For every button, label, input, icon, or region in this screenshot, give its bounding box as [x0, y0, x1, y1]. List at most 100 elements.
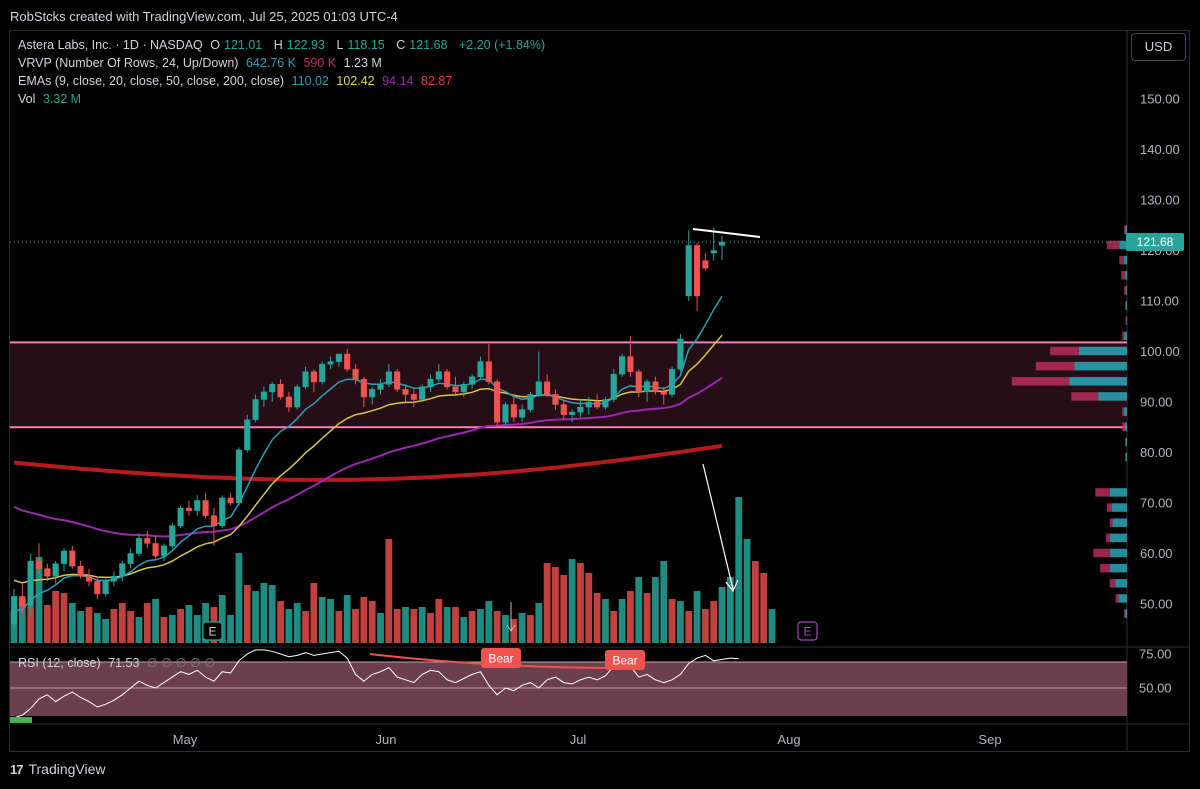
volume-bar	[643, 593, 651, 643]
candle-body	[327, 361, 334, 365]
candle-body	[469, 376, 476, 385]
volume-bar	[410, 609, 418, 643]
candle-body	[160, 545, 167, 557]
volume-bar	[18, 599, 26, 643]
volume-bar	[518, 613, 526, 643]
rsi-axis-tick: 75.00	[1139, 647, 1172, 662]
volume-bar	[235, 553, 243, 643]
candle-body	[285, 396, 292, 408]
tradingview-logo-icon[interactable]: 17	[10, 761, 24, 777]
vp-up-bar	[1126, 437, 1127, 447]
chart-frame	[9, 30, 1190, 752]
ema50-value: 94.14	[382, 74, 414, 88]
candle-body	[77, 565, 84, 577]
vrvp-up: 642.76 K	[245, 56, 296, 70]
price-axis-tick: 70.00	[1140, 496, 1173, 511]
vp-down-bar	[1124, 609, 1126, 618]
footer-brand[interactable]: TradingView	[28, 761, 106, 777]
price-axis-tick: 80.00	[1140, 445, 1173, 460]
candle-body	[585, 401, 592, 408]
candle-body	[544, 381, 551, 395]
volume-bar	[293, 603, 301, 643]
ema-label[interactable]: EMAs (9, close, 20, close, 50, close, 20…	[18, 74, 285, 88]
volume-bar	[243, 585, 251, 643]
vp-down-bar	[1105, 533, 1110, 543]
vp-down-bar	[1125, 301, 1127, 310]
vrvp-label[interactable]: VRVP (Number Of Rows, 24, Up/Down)	[18, 56, 239, 70]
footer[interactable]: 17 TradingView	[10, 761, 106, 777]
consolidation-zone	[10, 341, 1127, 429]
rsi-legend[interactable]: RSI (12, close) 71.53 ∅ ∅ ∅ ∅ ∅	[18, 655, 219, 670]
volume-bar	[35, 557, 43, 643]
candle-body	[344, 353, 351, 370]
candle-body	[410, 394, 417, 400]
volume-bar	[318, 597, 326, 643]
candle-body	[435, 371, 442, 380]
legend-vrvp-row[interactable]: VRVP (Number Of Rows, 24, Up/Down) 642.7…	[18, 56, 386, 70]
vp-up-bar	[1109, 563, 1127, 573]
volume-bar	[27, 607, 35, 643]
volume-bar	[535, 603, 543, 643]
volume-bar	[726, 577, 734, 643]
candle-body	[210, 515, 217, 526]
candle-body	[35, 560, 43, 569]
vp-up-bar	[1126, 286, 1127, 295]
rsi-label[interactable]: RSI (12, close)	[18, 656, 101, 670]
candle-body	[685, 245, 692, 297]
rsi-band	[10, 662, 1127, 716]
vp-down-bar	[1109, 579, 1116, 588]
vp-up-bar	[1124, 331, 1127, 341]
volume-bar	[260, 583, 268, 643]
axes: 150.00140.00130.00120.00110.00100.0090.0…	[173, 92, 1180, 748]
vp-up-bar	[1125, 225, 1127, 235]
earnings-marker-box	[202, 621, 223, 641]
vp-down-bar	[1125, 452, 1127, 462]
volume-bar	[751, 561, 759, 643]
ema20-value: 102.42	[336, 74, 375, 88]
vp-up-bar	[1125, 609, 1127, 618]
legend-symbol-row[interactable]: Astera Labs, Inc. · 1D · NASDAQ O 121.01 …	[18, 38, 549, 52]
volume-bar	[701, 609, 709, 643]
volume-bar	[118, 603, 126, 643]
vrvp-down: 590 K	[303, 56, 337, 70]
candle-body	[152, 543, 159, 557]
vp-down-bar	[1050, 346, 1079, 356]
volume-bar	[418, 607, 426, 643]
vp-down-bar	[1124, 286, 1127, 295]
bear-label: Bear	[488, 652, 513, 666]
candle-body	[127, 553, 134, 564]
vp-up-bar	[1109, 533, 1127, 543]
candle-body	[494, 381, 501, 423]
candle-body	[485, 361, 492, 383]
vp-up-bar	[1074, 361, 1127, 371]
vp-up-bar	[1124, 255, 1127, 265]
candle-body	[69, 550, 76, 567]
chart-credit: RobStcks created with TradingView.com, J…	[10, 9, 398, 24]
vp-down-bar	[1115, 594, 1119, 603]
volume-bar	[360, 597, 368, 643]
vp-up-bar	[1098, 392, 1127, 401]
vol-label[interactable]: Vol	[18, 92, 36, 106]
vp-up-bar	[1125, 422, 1127, 431]
volume-bar	[710, 601, 718, 643]
legend-ema-row[interactable]: EMAs (9, close, 20, close, 50, close, 20…	[18, 74, 456, 88]
legend-vol-row[interactable]: Vol 3.32 M	[18, 92, 85, 106]
volume-bar	[743, 539, 751, 643]
candle-body	[19, 596, 26, 607]
volume-bar	[177, 609, 184, 643]
earnings-marker-icon[interactable]: E	[797, 621, 818, 641]
volume-bar	[735, 497, 743, 643]
candle-body	[119, 563, 126, 577]
volume-bar	[718, 587, 726, 643]
currency-button[interactable]: USD	[1131, 33, 1186, 61]
volume-bar	[510, 619, 518, 643]
candle-body	[302, 371, 309, 388]
vp-up-bar	[1079, 346, 1127, 356]
bear-label-box	[481, 648, 521, 668]
volume-bar	[193, 615, 201, 643]
symbol-title[interactable]: Astera Labs, Inc. · 1D · NASDAQ	[18, 38, 203, 52]
earnings-marker-icon[interactable]: E	[202, 621, 223, 641]
ohlc-close: C 121.68	[396, 38, 448, 52]
volume-bar	[768, 609, 776, 643]
